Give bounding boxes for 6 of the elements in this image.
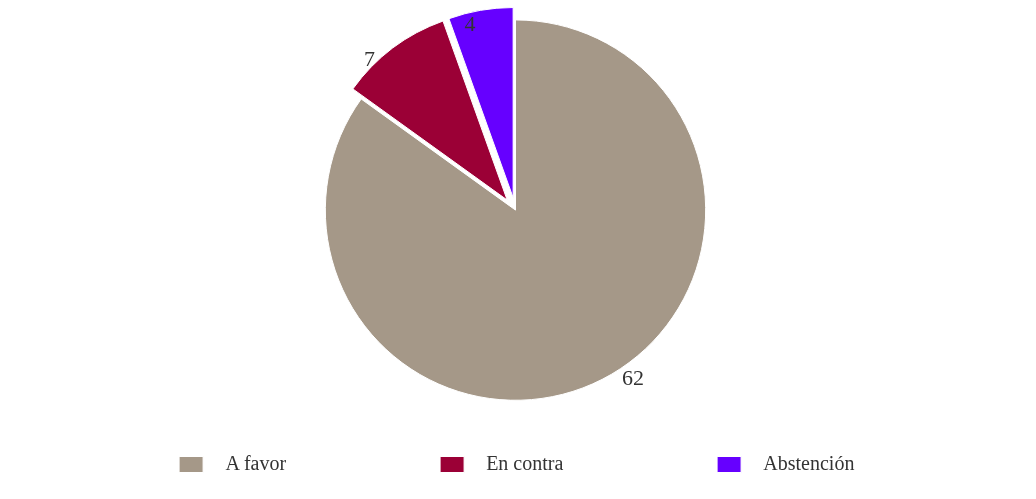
legend-label: Abstención [763, 452, 855, 475]
legend-label: En contra [486, 452, 564, 475]
data-label: 7 [364, 46, 376, 72]
data-label: 4 [464, 11, 476, 37]
legend-label: A favor [225, 452, 287, 475]
data-label: 62 [621, 365, 644, 391]
